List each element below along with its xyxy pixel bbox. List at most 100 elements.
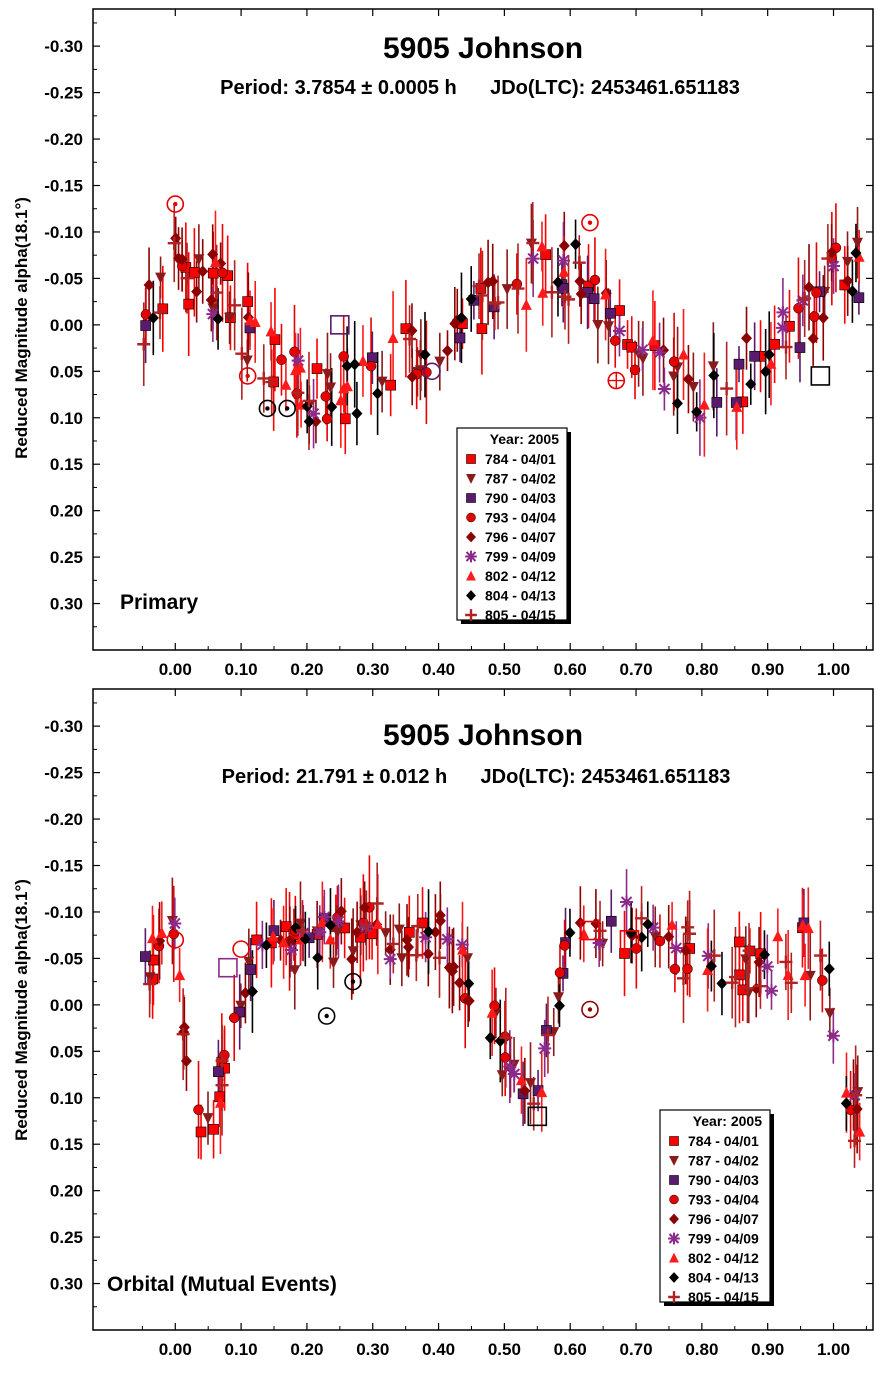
data-point: [511, 282, 525, 296]
legend-entry: 793 - 04/04: [688, 1192, 759, 1208]
data-point: [764, 984, 778, 998]
legend: Year: 2005 784 - 04/01 787 - 04/02 790 - 04…: [659, 1109, 774, 1306]
data-point: [827, 259, 841, 273]
data-point: [205, 294, 217, 307]
legend-entry: 793 - 04/04: [485, 510, 556, 526]
panel-label: Primary: [120, 591, 199, 614]
data-point: [215, 1078, 229, 1092]
data-point: [496, 1070, 508, 1082]
data-point: [419, 930, 433, 944]
legend-marker: [466, 474, 476, 484]
data-point: [680, 944, 692, 957]
y-tick-label: -0.10: [44, 223, 83, 242]
data-point: [515, 1074, 527, 1086]
chart-title: 5905 Johnson: [383, 32, 583, 65]
open-marker: [330, 315, 350, 335]
data-point: [592, 320, 604, 332]
open-marker: [581, 213, 599, 232]
data-point: [784, 320, 795, 332]
y-axis: -0.30 -0.25 -0.20 -0.15 -0.10 -0.05 0.00 0.05 0.…: [44, 22, 873, 628]
data-point: [217, 267, 228, 279]
data-point: [553, 992, 565, 1004]
data-point: [682, 963, 693, 975]
data-point: [174, 969, 186, 981]
legend-entry: 784 - 04/01: [485, 451, 556, 467]
data-point: [702, 964, 714, 976]
x-tick-label: 0.70: [619, 1340, 652, 1359]
data-point: [332, 925, 344, 937]
data-point: [682, 373, 694, 386]
data-point: [244, 314, 256, 326]
data-point: [817, 975, 828, 986]
data-point: [851, 1102, 863, 1115]
data-point: [570, 238, 582, 251]
data-point: [475, 288, 489, 302]
data-point: [280, 378, 292, 390]
y-tick-label: -0.15: [44, 857, 83, 876]
data-point: [614, 305, 625, 316]
y-tick-label: 0.00: [50, 316, 83, 335]
data-point: [359, 918, 373, 932]
y-tick-label: 0.20: [50, 1182, 83, 1201]
open-marker: [317, 1007, 336, 1025]
data-point: [396, 953, 408, 965]
data-point: [663, 930, 675, 943]
data-point: [202, 1113, 214, 1125]
data-point: [556, 254, 570, 268]
data-point: [765, 357, 777, 369]
data-point: [824, 1008, 836, 1020]
data-point: [456, 943, 468, 955]
data-point: [246, 985, 258, 998]
x-tick-label: 0.20: [290, 1340, 323, 1359]
open-marker: [619, 930, 640, 950]
data-point: [372, 387, 384, 400]
data-point: [376, 376, 388, 388]
data-point: [335, 394, 347, 406]
data-point: [526, 236, 540, 250]
data-points: [140, 895, 866, 1148]
data-point: [592, 936, 606, 950]
data-point: [821, 252, 835, 266]
data-point: [740, 981, 754, 995]
y-tick-label: 0.05: [50, 362, 83, 381]
data-point: [422, 947, 434, 960]
legend-entry: 784 - 04/01: [688, 1133, 759, 1149]
x-axis: 0.00 0.10 0.20 0.30 0.40 0.50 0.60 0.70 0.80 0.90…: [141, 689, 867, 1359]
data-point: [733, 358, 745, 370]
data-point: [147, 311, 159, 324]
data-point: [784, 976, 798, 990]
open-marker: [258, 399, 277, 418]
data-point: [853, 250, 865, 262]
legend-marker: [669, 1175, 679, 1185]
data-point: [507, 1067, 521, 1081]
x-tick-label: 0.00: [159, 660, 192, 679]
open-marker: [423, 362, 441, 381]
data-point: [475, 283, 487, 294]
data-point: [267, 930, 279, 942]
data-point: [625, 926, 637, 939]
legend-marker: [466, 493, 476, 503]
data-point: [763, 348, 775, 361]
x-tick-label: 0.70: [619, 660, 652, 679]
data-point: [840, 1097, 852, 1110]
data-point: [296, 923, 310, 937]
data-point: [779, 340, 793, 354]
data-point: [335, 905, 347, 918]
open-marker: [344, 972, 362, 991]
data-point: [347, 946, 359, 958]
data-point: [797, 919, 809, 931]
data-point: [525, 1078, 537, 1090]
data-point: [753, 956, 765, 969]
data-point: [681, 920, 695, 934]
data-point: [559, 940, 570, 951]
data-point: [562, 292, 576, 306]
data-point: [349, 358, 361, 371]
data-point: [720, 382, 734, 396]
data-point: [189, 267, 200, 278]
data-points: [137, 232, 865, 428]
legend-title: Year: 2005: [490, 431, 559, 447]
y-tick-label: 0.25: [50, 1228, 83, 1247]
data-point: [278, 936, 290, 948]
x-tick-label: 1.00: [817, 660, 850, 679]
data-point: [657, 382, 671, 396]
